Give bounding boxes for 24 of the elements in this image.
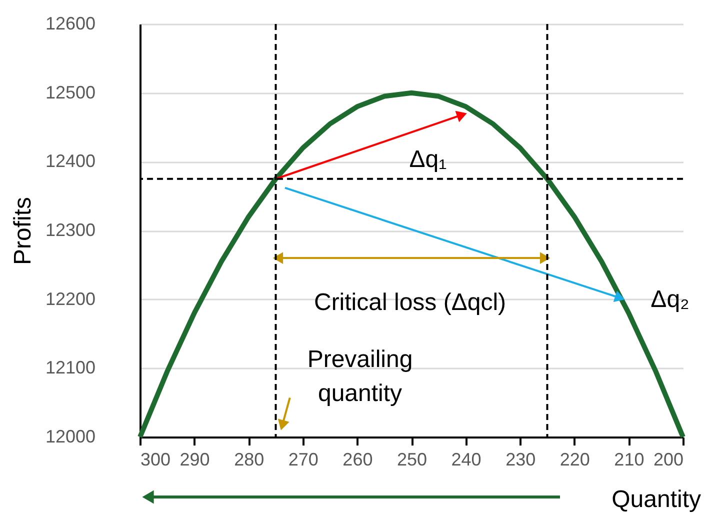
x-tick-label: 290 bbox=[180, 450, 210, 470]
x-tick-label: 240 bbox=[451, 450, 482, 470]
y-tick-label: 12300 bbox=[45, 220, 96, 240]
annotation: Δq₁ bbox=[409, 146, 447, 173]
y-tick-label: 12600 bbox=[45, 14, 96, 34]
y-tick-label: 12400 bbox=[45, 151, 96, 172]
y-tick-label: 12500 bbox=[45, 82, 96, 102]
annotation: Prevailing quantity bbox=[307, 346, 413, 407]
x-tick-label: 230 bbox=[506, 450, 536, 470]
x-tick-label: 300 bbox=[140, 450, 171, 470]
x-tick-label: 200 bbox=[653, 450, 684, 470]
y-tick-label: 12200 bbox=[45, 288, 96, 309]
y-tick-label: 12100 bbox=[45, 358, 96, 378]
annotation: Critical loss (Δqcl) bbox=[314, 289, 506, 316]
y-axis-title: Profits bbox=[9, 196, 36, 266]
x-tick-label: 220 bbox=[560, 450, 590, 470]
x-tick-label: 270 bbox=[288, 450, 318, 470]
x-axis-title: Quantity bbox=[612, 486, 701, 513]
x-tick-label: 250 bbox=[396, 450, 428, 470]
annotation: Δq₂ bbox=[650, 286, 690, 313]
x-tick-label: 280 bbox=[234, 450, 264, 470]
y-tick-label: 12000 bbox=[45, 426, 96, 446]
x-tick-label: 210 bbox=[614, 450, 644, 470]
x-tick-label: 260 bbox=[342, 450, 373, 470]
